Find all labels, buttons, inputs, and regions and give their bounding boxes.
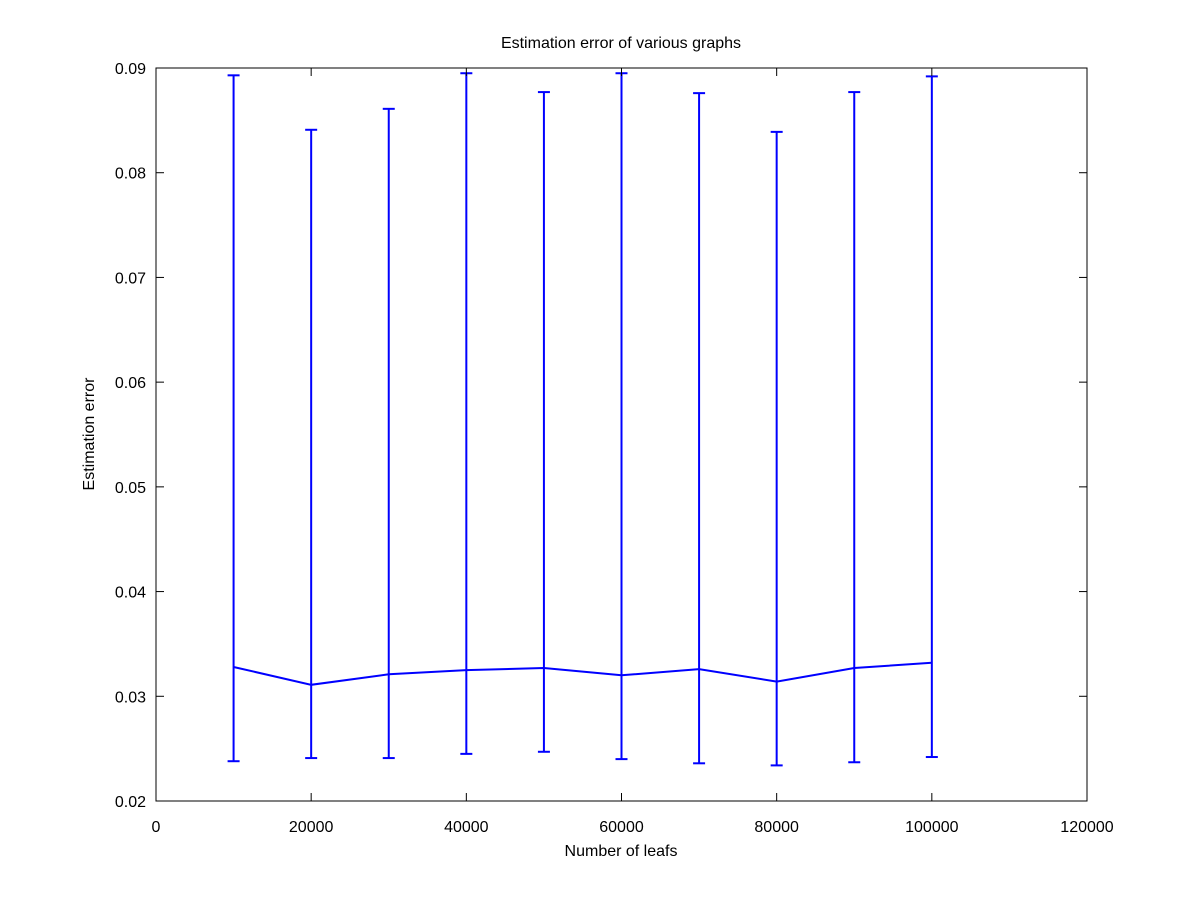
y-axis-label: Estimation error [81, 377, 98, 491]
y-tick-label: 0.02 [115, 794, 146, 811]
x-axis-label: Number of leafs [565, 843, 678, 860]
chart-title: Estimation error of various graphs [501, 35, 741, 52]
x-tick-label: 60000 [599, 819, 644, 836]
y-tick-label: 0.06 [115, 375, 146, 392]
x-tick-label: 0 [152, 819, 161, 836]
x-tick-label: 120000 [1060, 819, 1113, 836]
x-tick-label: 40000 [444, 819, 489, 836]
y-tick-label: 0.03 [115, 689, 146, 706]
x-tick-label: 20000 [289, 819, 334, 836]
y-tick-label: 0.05 [115, 480, 146, 497]
y-tick-label: 0.08 [115, 166, 146, 183]
series-line [233, 661, 932, 686]
x-tick-label: 80000 [754, 819, 799, 836]
y-tick-label: 0.04 [115, 585, 146, 602]
plot-area [227, 72, 938, 767]
y-tick-label: 0.09 [115, 61, 146, 78]
axis-ticks: 0 20000 40000 60000 80000 100000 120000 0.02 0.0… [115, 61, 1114, 836]
y-tick-label: 0.07 [115, 270, 146, 287]
x-tick-label: 100000 [905, 819, 958, 836]
